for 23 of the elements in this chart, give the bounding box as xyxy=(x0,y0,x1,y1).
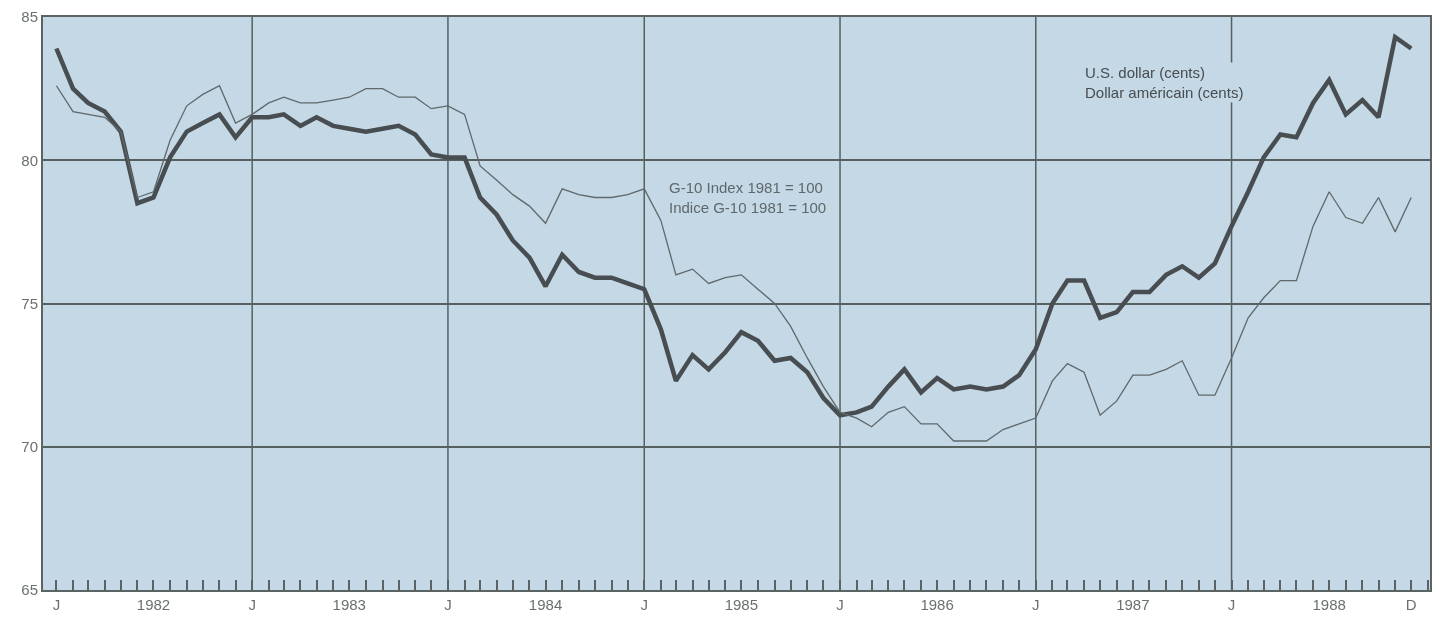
x-tick-label: J xyxy=(1227,596,1236,613)
y-tick-label: 65 xyxy=(21,581,38,599)
series-label: G-10 Index 1981 = 100 Indice G-10 1981 = 100 xyxy=(669,179,827,216)
y-tick-label: 70 xyxy=(21,438,38,455)
x-tick-label: J xyxy=(836,596,844,613)
x-tick-label: 1987 xyxy=(1116,596,1150,613)
x-tick-label: 1986 xyxy=(920,596,954,613)
x-tick-label: J xyxy=(444,596,452,613)
x-tick-label: 1984 xyxy=(528,596,563,613)
x-tick-label: 1982 xyxy=(136,596,171,613)
y-tick-label: 80 xyxy=(21,151,38,169)
x-tick-label: 1983 xyxy=(332,596,366,613)
y-tick-label: 85 xyxy=(21,8,38,26)
x-tick-label: J xyxy=(248,596,256,613)
line-series xyxy=(54,34,1414,418)
text: U.S. dollar (cents) Dollar américain (cents) xyxy=(1085,64,1244,101)
x-tick-label: D xyxy=(1405,596,1417,613)
x-tick-label: 1988 xyxy=(1312,596,1346,613)
x-tick-label: J xyxy=(1032,596,1040,613)
x-tick-label: J xyxy=(52,596,61,613)
y-tick-label: 75 xyxy=(21,294,38,312)
x-tick-label: J xyxy=(640,596,648,613)
x-tick-label: 1985 xyxy=(724,596,759,613)
